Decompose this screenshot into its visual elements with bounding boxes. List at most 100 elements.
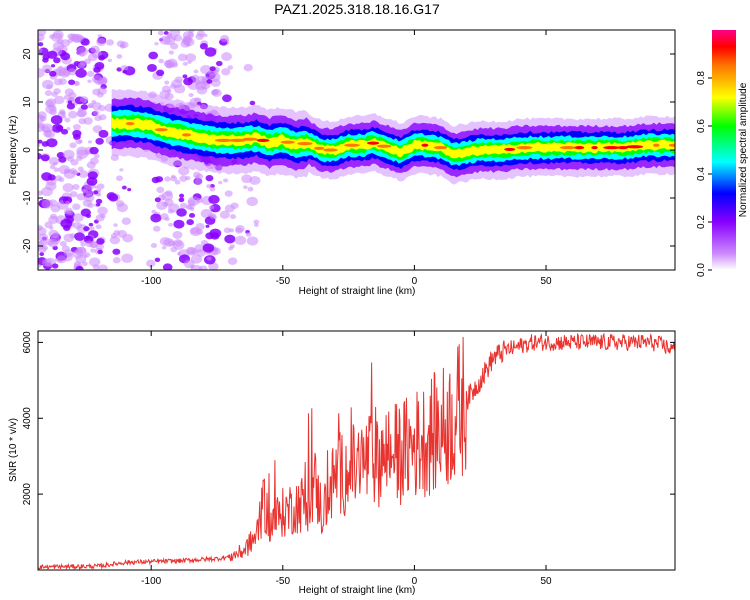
noise-cell — [69, 142, 77, 149]
noise-cell — [67, 68, 77, 76]
noise-cell — [64, 117, 71, 123]
noise-cell — [243, 63, 253, 72]
noise-cell — [72, 203, 81, 211]
noise-cell — [41, 141, 49, 147]
noise-cell — [206, 184, 212, 189]
noise-cell — [42, 57, 49, 63]
noise-cell — [121, 217, 131, 225]
y-tick-label: 2000 — [22, 483, 33, 506]
ridge-peak — [242, 137, 258, 141]
noise-cell — [75, 254, 87, 264]
noise-cell — [90, 248, 96, 253]
noise-cell — [93, 190, 99, 195]
ridge-peak — [433, 145, 448, 150]
noise-cell — [120, 65, 129, 72]
noise-cell — [246, 236, 259, 246]
noise-cell — [157, 30, 164, 36]
noise-cell — [53, 95, 65, 105]
x-tick-label: -100 — [141, 276, 161, 287]
noise-cell — [121, 253, 134, 264]
noise-cell — [86, 70, 95, 77]
noise-cell — [113, 223, 118, 227]
noise-cell — [94, 153, 100, 159]
noise-cell — [96, 38, 107, 47]
noise-cell — [87, 104, 93, 109]
noise-cell — [72, 213, 84, 222]
colorbar-gradient — [712, 30, 736, 270]
noise-cell — [152, 225, 161, 232]
ridge-peak — [504, 147, 516, 152]
noise-cell — [38, 122, 46, 129]
noise-cell — [72, 221, 83, 230]
noise-cell — [46, 84, 53, 90]
ridge-peak — [480, 148, 498, 152]
ridge-peak — [539, 146, 546, 150]
noise-cell — [65, 207, 73, 214]
noise-cell — [208, 194, 220, 204]
noise-cell — [51, 263, 59, 269]
snr-x-ticks: -100 -50 0 50 — [141, 331, 552, 587]
noise-cell — [222, 94, 232, 103]
noise-cell — [78, 170, 89, 178]
ridge-peak — [625, 145, 644, 149]
noise-cell — [49, 109, 57, 116]
noise-cell — [204, 47, 217, 57]
noise-cell — [154, 257, 161, 263]
noise-cell — [42, 64, 53, 73]
noise-cell — [64, 88, 75, 96]
noise-cell — [95, 198, 103, 204]
snr-x-label: Height of straight line (km) — [299, 585, 416, 596]
noise-cell — [76, 155, 83, 161]
noise-cell — [208, 205, 215, 210]
noise-cell — [151, 209, 157, 214]
noise-cell — [158, 58, 164, 64]
noise-cell — [199, 43, 208, 50]
colorbar-tick-label: 0.0 — [696, 263, 707, 277]
noise-cell — [172, 240, 185, 250]
noise-cell — [85, 240, 94, 248]
noise-cell — [96, 92, 104, 98]
spectrogram-y-ticks: -20 -10 0 10 20 — [22, 48, 675, 253]
noise-cell — [75, 265, 84, 270]
ridge-peak — [314, 146, 325, 150]
colorbar-ticks: 0.0 0.2 0.4 0.6 0.8 — [696, 71, 712, 277]
noise-cell — [156, 69, 165, 77]
noise-cell — [39, 252, 45, 257]
noise-cell — [249, 100, 256, 106]
noise-cell — [88, 222, 94, 227]
x-tick-label: 50 — [540, 576, 552, 587]
noise-cell — [74, 232, 85, 241]
noise-cell — [243, 185, 248, 189]
noise-cell — [205, 175, 214, 182]
noise-cell — [220, 34, 230, 43]
ridge-peak — [125, 122, 135, 126]
noise-cell — [174, 179, 181, 185]
noise-cell — [41, 172, 53, 181]
noise-cell — [49, 236, 61, 245]
noise-cell — [164, 176, 171, 182]
noise-cell — [209, 186, 216, 192]
noise-cell — [154, 42, 159, 46]
noise-cell — [187, 196, 200, 206]
noise-cell — [185, 43, 190, 47]
ridge-peak — [228, 138, 246, 142]
noise-cell — [38, 263, 42, 269]
y-tick-label: 20 — [22, 48, 33, 60]
noise-cell — [91, 101, 102, 111]
ridge-peak — [154, 128, 168, 132]
noise-cell — [87, 140, 92, 144]
y-tick-label: 10 — [22, 96, 33, 108]
noise-cell — [66, 102, 76, 110]
noise-cell — [79, 96, 89, 103]
ridge-peak — [617, 146, 629, 150]
noise-cell — [73, 133, 81, 141]
noise-cell — [121, 185, 127, 190]
noise-cell — [185, 204, 193, 210]
noise-cell — [38, 224, 43, 231]
noise-cell — [71, 33, 84, 43]
noise-cell — [182, 74, 188, 79]
noise-cell — [89, 157, 99, 165]
noise-cell — [96, 183, 105, 190]
ridge-peak — [668, 143, 675, 147]
noise-cell — [187, 60, 192, 64]
